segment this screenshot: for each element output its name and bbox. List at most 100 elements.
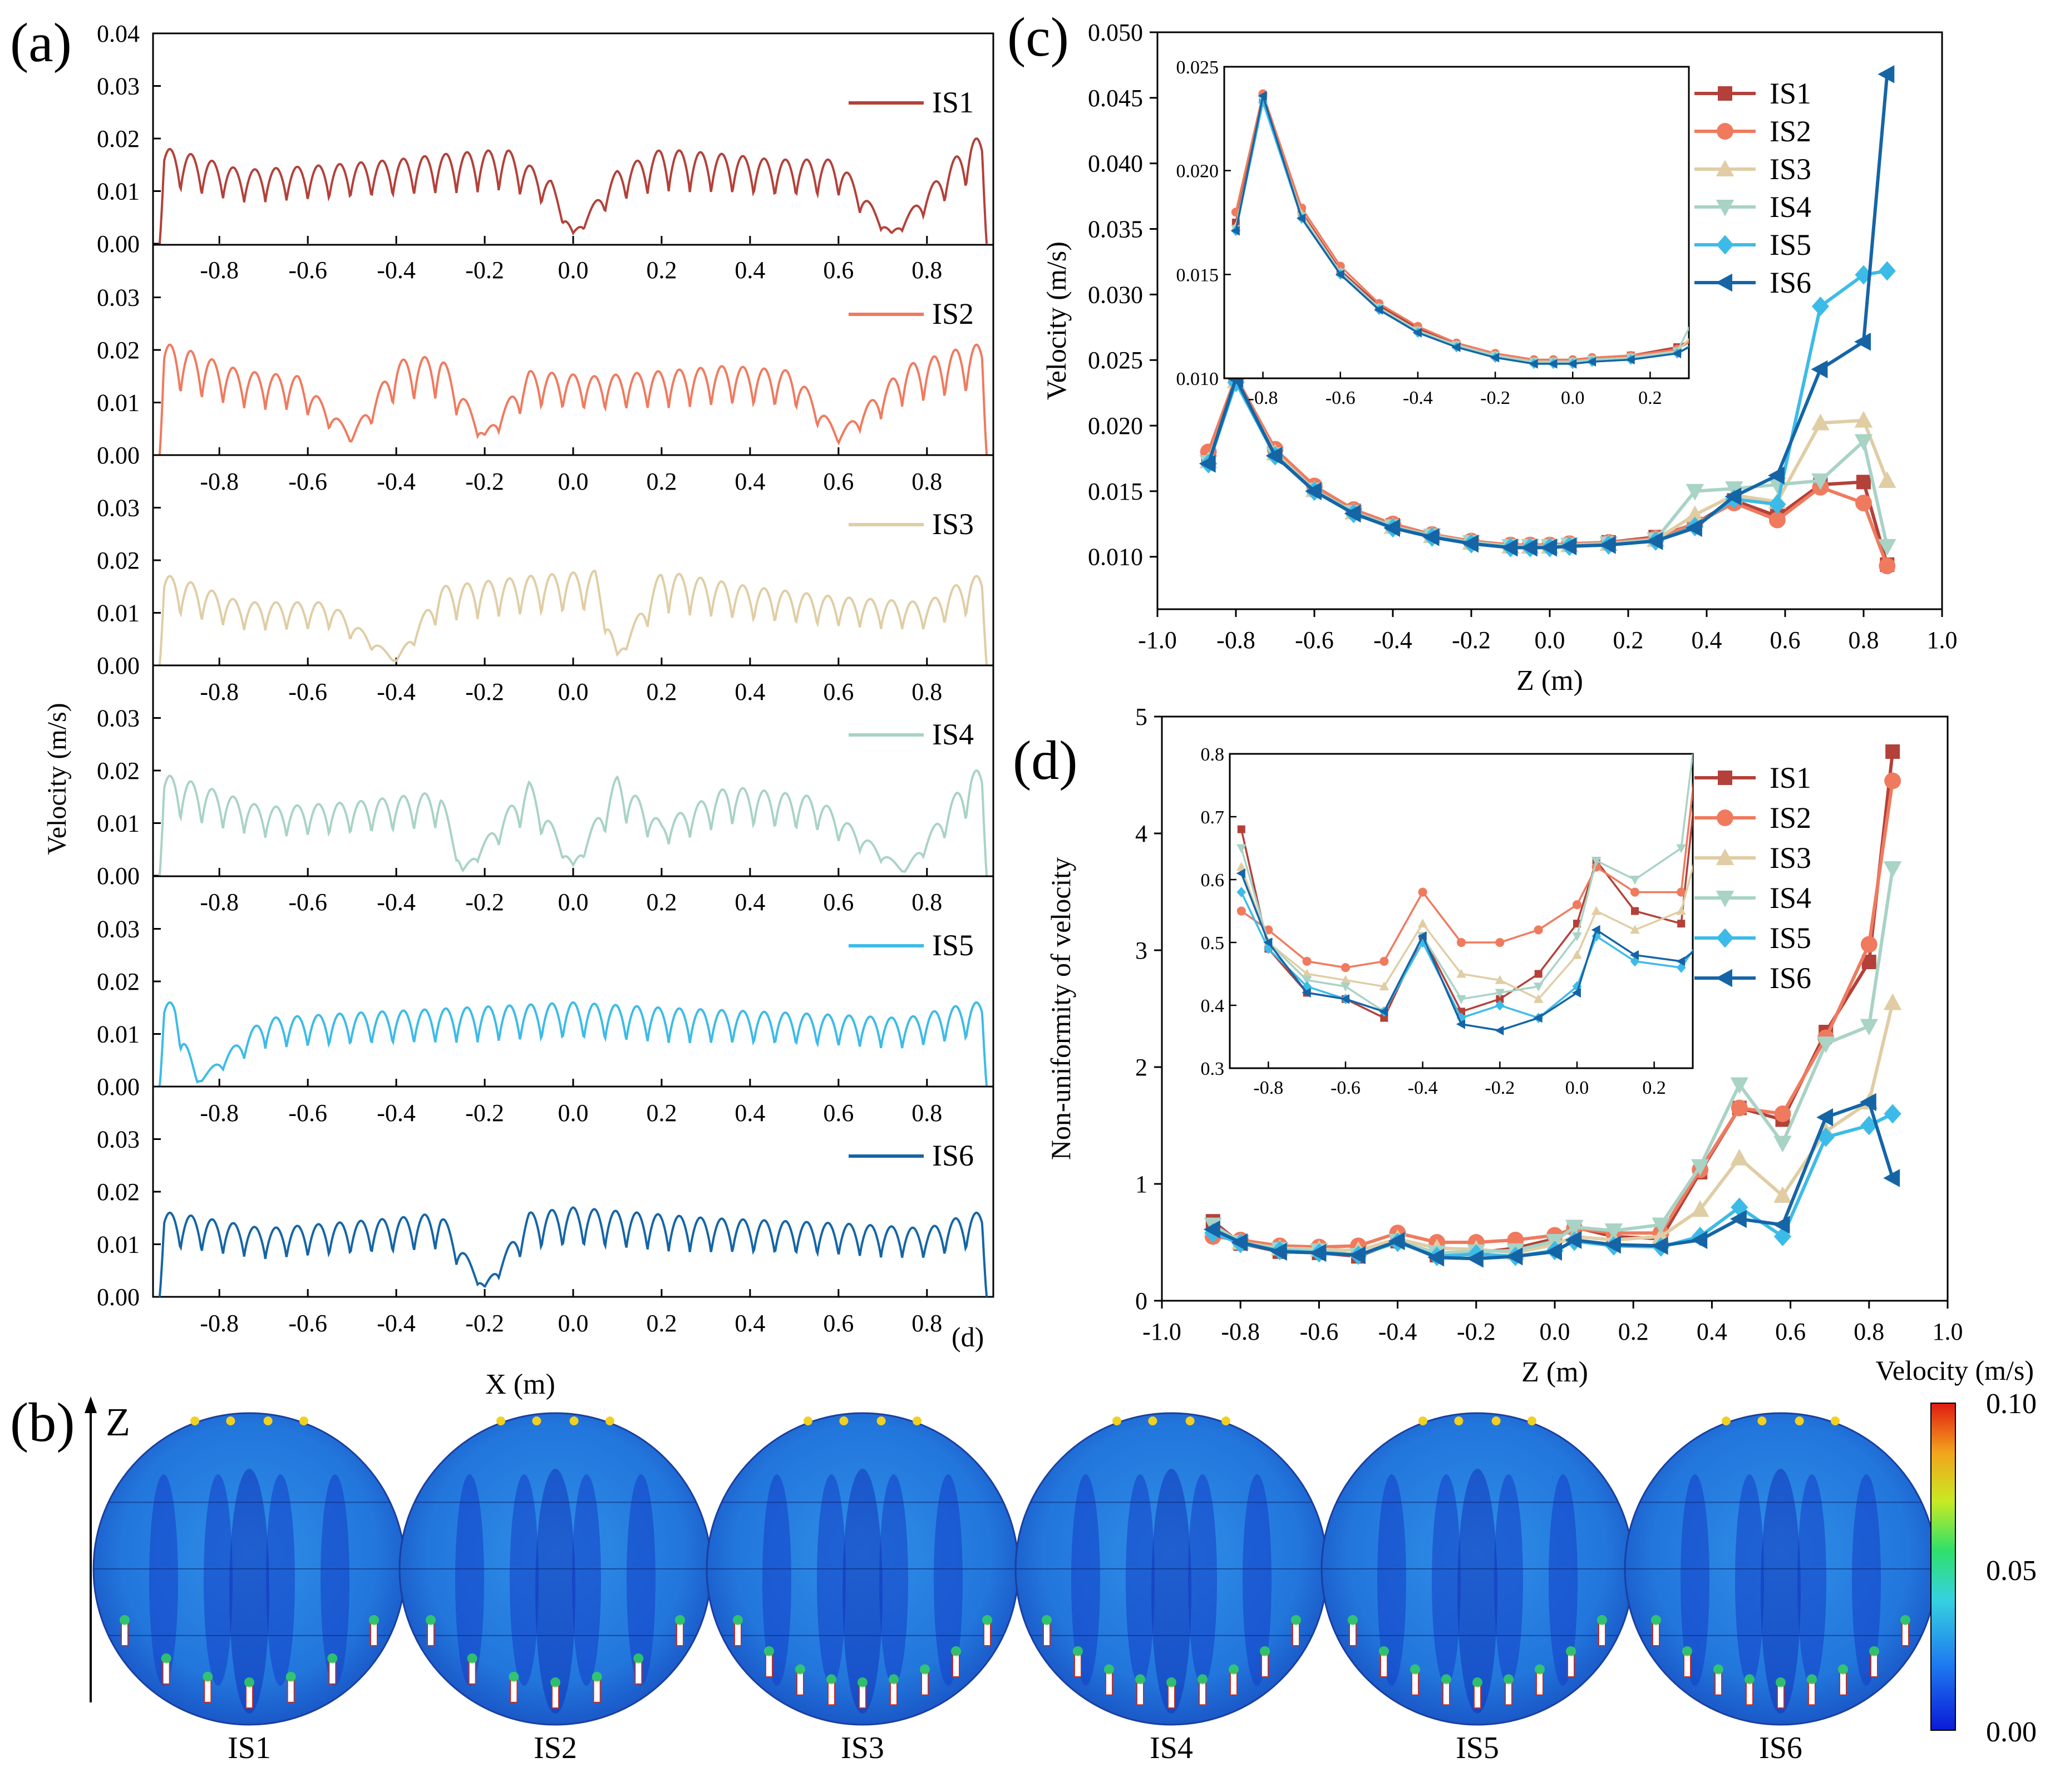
- x-tick-label: -0.6: [288, 888, 327, 916]
- x-tick-label: 0.0: [558, 256, 589, 284]
- y-tick-label: 0.03: [97, 495, 140, 522]
- low-velocity-jet: [1432, 1474, 1461, 1686]
- inset-point-IS1: [1534, 970, 1543, 978]
- injector-nozzle: [1808, 1682, 1816, 1706]
- injector-nozzle: [827, 1682, 835, 1706]
- injector-jet: [1229, 1664, 1239, 1675]
- legend-marker-IS5: [1716, 928, 1734, 948]
- x-tick-label: 0.6: [823, 1099, 854, 1127]
- injector-nozzle: [1777, 1685, 1785, 1709]
- legend-label-IS5: IS5: [1770, 921, 1811, 955]
- x-tick-label: 0.4: [735, 256, 765, 284]
- injector-jet: [1410, 1664, 1420, 1675]
- x-tick-label: 0.8: [1854, 1318, 1884, 1345]
- central-jet: [842, 1469, 883, 1714]
- data-point-IS2: [1879, 557, 1896, 575]
- y-tick-label: 0.010: [1088, 544, 1143, 571]
- data-point-IS6: [1599, 536, 1616, 554]
- y-tick-label: 0.01: [97, 389, 140, 417]
- colorbar-tick-min: 0.00: [1986, 1716, 2037, 1748]
- injector-nozzle: [328, 1661, 337, 1685]
- inset-point-IS4: [1495, 989, 1505, 998]
- x-tick-label: -0.2: [1457, 1318, 1496, 1345]
- y-tick-label: 0.00: [97, 230, 140, 258]
- inset-point-IS5: [1302, 981, 1312, 992]
- x-tick-label: -1.0: [1142, 1318, 1181, 1345]
- panel-label-b: (b): [10, 1391, 75, 1453]
- inset-point-IS5: [1236, 887, 1246, 898]
- top-outlet-marker: [1112, 1416, 1121, 1425]
- y-tick-label: 0.02: [97, 337, 140, 364]
- x-tick-label: -0.6: [288, 1099, 327, 1127]
- inset-point-IS5: [1630, 956, 1640, 967]
- data-point-IS6: [1878, 65, 1895, 83]
- injector-jet: [1713, 1664, 1723, 1675]
- x-tick-label: -0.6: [288, 256, 327, 284]
- injector-jet: [244, 1677, 254, 1687]
- injector-jet: [733, 1615, 743, 1625]
- inset-point-IS5: [1676, 962, 1686, 973]
- injector-jet: [1566, 1646, 1576, 1656]
- y-tick-label: 0.00: [97, 652, 140, 679]
- contour-disk-IS2: IS2: [398, 1412, 712, 1765]
- top-outlet-marker: [263, 1416, 273, 1425]
- inset-series: [1236, 754, 1693, 1035]
- low-velocity-jet: [934, 1474, 963, 1686]
- injector-nozzle: [1652, 1623, 1660, 1646]
- injector-nozzle: [1136, 1682, 1144, 1706]
- injector-nozzle: [983, 1623, 991, 1646]
- injector-nozzle: [796, 1672, 804, 1696]
- central-jet: [229, 1469, 269, 1714]
- top-outlet-marker: [496, 1416, 505, 1425]
- injector-nozzle: [1105, 1672, 1113, 1696]
- colorbar: [1930, 1403, 1956, 1731]
- inset-point-IS3: [1591, 906, 1601, 915]
- low-velocity-jet: [1797, 1474, 1826, 1686]
- inset-point-IS6: [1568, 359, 1577, 369]
- legend-marker-IS1: [1718, 86, 1732, 101]
- top-outlet-marker: [190, 1416, 199, 1425]
- data-point-IS4: [1691, 1159, 1709, 1176]
- injector-jet: [1745, 1674, 1755, 1685]
- legend-label-IS3: IS3: [1770, 841, 1811, 875]
- low-velocity-jet: [321, 1474, 349, 1686]
- x-tick-label: -0.2: [465, 888, 504, 916]
- legend-label-IS4: IS4: [932, 718, 974, 751]
- x-tick-label: -0.8: [200, 1099, 239, 1127]
- contour-disk-IS4: IS4: [1014, 1412, 1328, 1765]
- x-tick-label: 0.8: [911, 1099, 942, 1127]
- low-velocity-jet: [1852, 1474, 1881, 1686]
- panel-a-xlabel: X (m): [485, 1369, 555, 1400]
- series-IS6: [1199, 65, 1895, 557]
- x-tick-label: 0.4: [735, 888, 765, 916]
- top-outlet-marker: [299, 1416, 308, 1425]
- x-tick-label: -0.6: [1295, 626, 1334, 654]
- low-velocity-jet: [627, 1474, 656, 1686]
- panel-c-inset: -0.8 -0.6 -0.4 -0.2 0.0 0.2 0.010 0.015 0.020 0.0…: [1176, 57, 1690, 408]
- x-tick-label: -0.4: [377, 256, 416, 284]
- data-point-IS6: [1199, 455, 1216, 473]
- y-tick-label: 0.025: [1088, 347, 1143, 374]
- x-tick-label: 0.2: [646, 678, 677, 705]
- low-velocity-jet: [817, 1474, 846, 1686]
- inset-y-tick-label: 0.010: [1176, 369, 1219, 389]
- panel-a-stray-label: (d): [952, 1321, 984, 1352]
- inset-point-IS6: [1374, 305, 1383, 315]
- injector-nozzle: [1598, 1623, 1606, 1646]
- inset-point-IS3: [1572, 950, 1582, 959]
- injector-nozzle: [1714, 1672, 1722, 1696]
- legend-label-IS2: IS2: [1770, 801, 1811, 835]
- legend-label-IS3: IS3: [932, 507, 974, 541]
- data-point-IS3: [1730, 1148, 1749, 1166]
- x-tick-label: 0.6: [1770, 626, 1801, 654]
- injector-nozzle: [1411, 1672, 1419, 1696]
- x-tick-label: 0.8: [911, 888, 942, 916]
- inset-x-tick-label: -0.4: [1408, 1078, 1438, 1098]
- panel-a-ylabel: Velocity (m/s): [42, 703, 72, 855]
- x-tick-label: 0.6: [823, 468, 854, 495]
- injector-jet: [1472, 1677, 1482, 1687]
- x-tick-label: -0.4: [1373, 626, 1412, 654]
- legend-label-IS6: IS6: [932, 1139, 974, 1172]
- injector-nozzle: [287, 1679, 295, 1703]
